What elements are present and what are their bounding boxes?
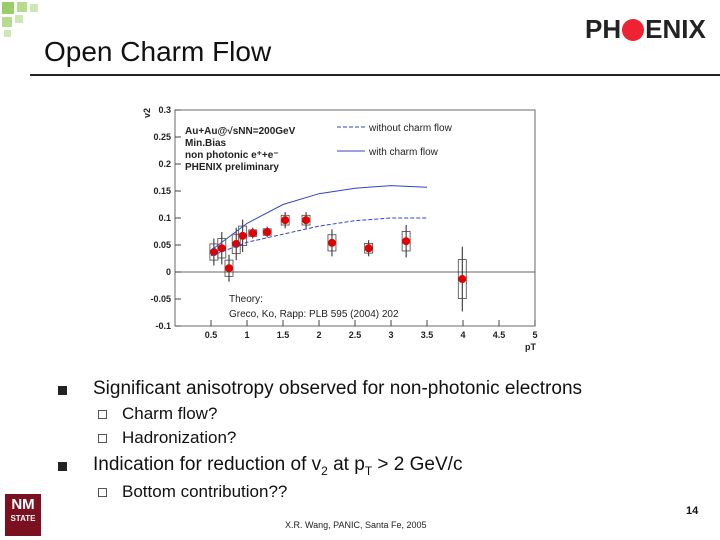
point	[238, 231, 247, 240]
y-tick-label: -0.05	[150, 294, 171, 304]
bullet-text: Indication for reduction of v2 at pT > 2…	[93, 454, 462, 478]
y-tick-label: 0.3	[158, 105, 171, 115]
page-number: 14	[686, 505, 699, 517]
subscript: 2	[321, 463, 328, 478]
legend-header: non photonic e⁺+e⁻	[185, 150, 279, 161]
x-tick-label: 2.5	[349, 330, 362, 340]
point	[281, 216, 290, 225]
annotation: Theory:	[229, 294, 263, 305]
x-axis-label: pT	[525, 342, 536, 352]
sub-bullet-text: Charm flow?	[122, 404, 218, 423]
text: Indication for reduction of v	[93, 454, 322, 475]
point	[217, 244, 226, 253]
bullet	[58, 462, 67, 471]
legend-header: Min.Bias	[185, 138, 227, 149]
logo-text: PH	[585, 14, 622, 44]
x-tick-label: 1	[244, 330, 249, 340]
x-tick-label: 3.5	[421, 330, 434, 340]
slide-title: Open Charm Flow	[44, 36, 272, 67]
point	[458, 275, 467, 284]
sub-bullet	[98, 410, 107, 419]
point	[263, 228, 272, 237]
bullet	[58, 386, 67, 395]
y-tick-label: 0.1	[158, 213, 171, 223]
theory-curve	[210, 217, 427, 257]
point	[232, 239, 241, 248]
theory-curve	[210, 185, 428, 251]
logo-sun	[622, 19, 645, 41]
y-axis-label: v2	[142, 108, 152, 118]
legend-header: Au+Au@√sNN=200GeV	[185, 126, 296, 137]
y-tick-label: 0.05	[153, 240, 171, 250]
x-tick-label: 2	[316, 330, 321, 340]
logo-text: NM	[11, 496, 35, 513]
title-rule	[30, 74, 720, 76]
legend-label: without charm flow	[368, 123, 453, 134]
sub-bullet	[98, 488, 107, 497]
school-logo: NM STATE	[5, 494, 41, 536]
point	[364, 244, 373, 253]
y-tick-label: 0.2	[158, 159, 171, 169]
subscript: T	[364, 463, 373, 478]
x-tick-label: 3	[388, 330, 393, 340]
point	[248, 229, 257, 238]
sub-bullet-text: Bottom contribution??	[122, 482, 288, 501]
logo: PH ENIX	[585, 14, 706, 45]
footer: X.R. Wang, PANIC, Santa Fe, 2005	[285, 520, 427, 530]
y-tick-label: -0.1	[155, 321, 171, 331]
x-tick-label: 4.5	[493, 330, 506, 340]
logo-text: ENIX	[645, 14, 706, 44]
y-tick-label: 0	[166, 267, 171, 277]
y-tick-label: 0.15	[153, 186, 171, 196]
sub-bullet	[98, 434, 107, 443]
point	[327, 238, 336, 247]
point	[225, 264, 233, 273]
sub-bullet-text: Hadronization?	[122, 428, 237, 447]
annotation: Greco, Ko, Rapp: PLB 595 (2004) 202	[229, 309, 399, 320]
bullet-text: Significant anisotropy observed for non-…	[93, 378, 583, 399]
text: > 2 GeV/c	[372, 454, 463, 475]
x-tick-label: 5	[532, 330, 537, 340]
point	[402, 237, 411, 246]
logo-text: STATE	[10, 514, 36, 523]
x-tick-label: 0.5	[205, 330, 218, 340]
text: at p	[327, 454, 365, 475]
legend-label: PHENIX preliminary	[185, 162, 279, 173]
legend-label: with charm flow	[368, 147, 439, 158]
point	[302, 216, 311, 225]
x-tick-label: 4	[460, 330, 465, 340]
x-tick-label: 1.5	[277, 330, 290, 340]
y-tick-label: 0.25	[153, 132, 171, 142]
corner-decoration	[2, 2, 38, 37]
